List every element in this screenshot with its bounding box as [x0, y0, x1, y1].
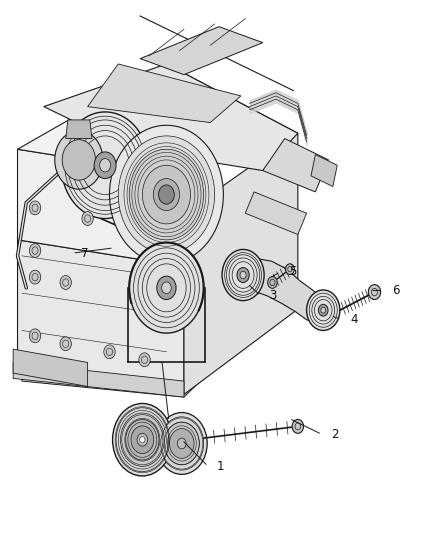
Circle shape	[240, 271, 246, 279]
Circle shape	[170, 429, 194, 458]
Polygon shape	[88, 64, 241, 123]
Circle shape	[61, 112, 149, 219]
Circle shape	[139, 353, 150, 367]
Circle shape	[94, 152, 116, 179]
Polygon shape	[311, 155, 337, 187]
Circle shape	[160, 417, 204, 470]
Polygon shape	[184, 133, 298, 394]
Circle shape	[140, 437, 145, 443]
Circle shape	[162, 282, 171, 294]
Circle shape	[126, 419, 159, 460]
Polygon shape	[232, 259, 324, 322]
Circle shape	[62, 140, 95, 180]
Text: 6: 6	[392, 284, 399, 297]
Circle shape	[164, 422, 199, 465]
Text: 7: 7	[81, 247, 88, 260]
Circle shape	[60, 337, 71, 351]
Circle shape	[177, 438, 186, 449]
Circle shape	[29, 201, 41, 215]
Polygon shape	[18, 240, 184, 394]
Text: 1: 1	[217, 460, 224, 473]
Text: 3: 3	[269, 289, 277, 302]
Circle shape	[286, 264, 294, 274]
Circle shape	[131, 426, 154, 454]
Circle shape	[268, 277, 277, 288]
Circle shape	[159, 185, 174, 204]
Circle shape	[60, 276, 71, 289]
Circle shape	[110, 125, 223, 264]
Circle shape	[156, 413, 207, 474]
Polygon shape	[13, 349, 88, 386]
Polygon shape	[44, 64, 298, 171]
Circle shape	[29, 270, 41, 284]
Circle shape	[318, 304, 328, 316]
Circle shape	[118, 136, 215, 253]
Circle shape	[29, 244, 41, 257]
Circle shape	[307, 290, 340, 330]
Polygon shape	[18, 64, 298, 176]
Polygon shape	[66, 120, 92, 139]
Circle shape	[113, 403, 172, 476]
Text: 4: 4	[350, 313, 358, 326]
Circle shape	[129, 243, 204, 333]
Circle shape	[292, 419, 304, 433]
Circle shape	[321, 307, 325, 313]
Circle shape	[142, 165, 191, 224]
Circle shape	[82, 212, 93, 225]
Circle shape	[157, 276, 176, 300]
Circle shape	[368, 285, 381, 300]
Circle shape	[222, 249, 264, 301]
Circle shape	[237, 268, 249, 282]
Circle shape	[137, 433, 148, 446]
Circle shape	[99, 159, 110, 172]
Circle shape	[116, 408, 169, 472]
Circle shape	[153, 179, 180, 211]
Polygon shape	[22, 365, 206, 397]
Circle shape	[29, 329, 41, 343]
Polygon shape	[245, 192, 307, 235]
Circle shape	[129, 149, 204, 240]
Polygon shape	[140, 27, 263, 75]
Polygon shape	[18, 149, 184, 266]
Polygon shape	[263, 139, 328, 192]
Polygon shape	[13, 362, 184, 397]
Text: 5: 5	[289, 265, 297, 278]
Circle shape	[55, 131, 103, 189]
Text: 2: 2	[331, 428, 338, 441]
Circle shape	[104, 345, 115, 359]
Circle shape	[120, 413, 164, 466]
